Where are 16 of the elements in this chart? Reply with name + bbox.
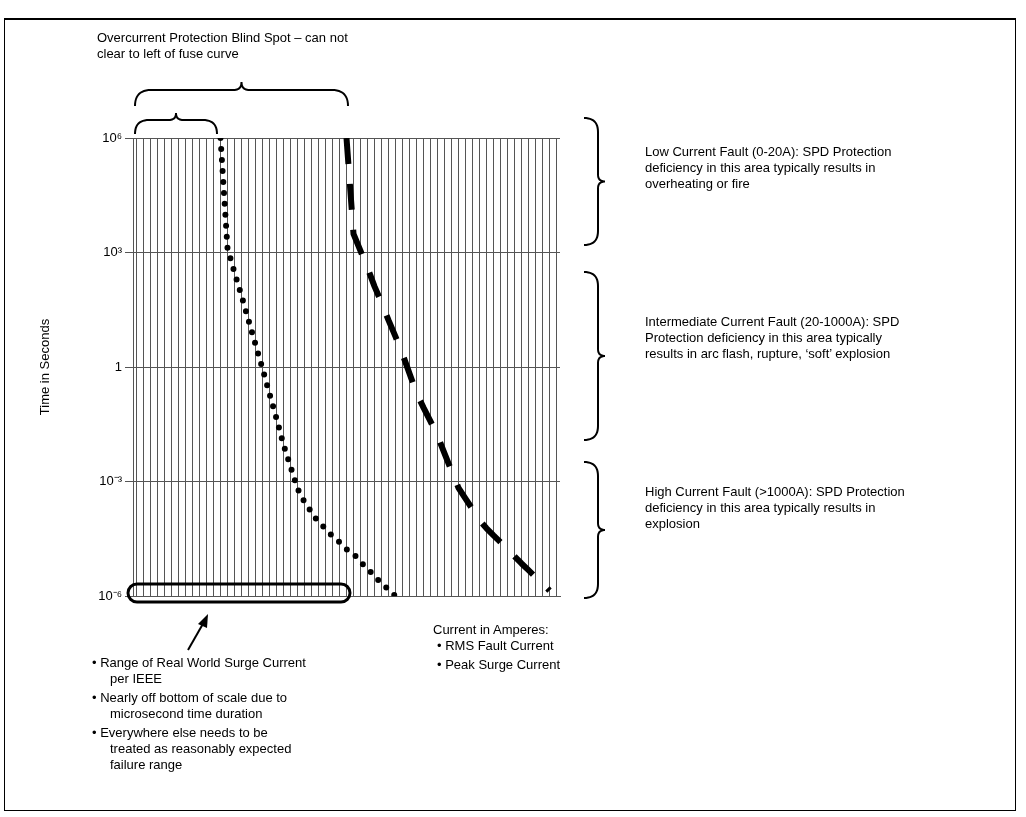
text: • Range of Real World Surge Current per IEEE	[92, 655, 307, 687]
y-tick-label: 10⁻³	[99, 473, 123, 489]
y-tick-label: 10⁻⁶	[98, 587, 122, 603]
x-axis-title: Current in Amperes:	[433, 622, 549, 637]
text: • Nearly off bottom of scale due to microsecond time duration	[92, 690, 289, 722]
y-tick-label: 1	[114, 358, 122, 374]
y-tick-label: 10⁶	[102, 129, 122, 145]
text: • Everywhere else needs to be treated as reasonably expected failure range	[92, 725, 293, 773]
text: High Current Fault (>1000A): SPD Protection deficiency in this area typically results in explosion	[645, 484, 906, 532]
text: • Peak Surge Current	[437, 657, 562, 673]
text: • RMS Fault Current	[437, 638, 555, 654]
y-axis-title: Time in Seconds	[37, 318, 53, 416]
text: Low Current Fault (0-20A): SPD Protection deficiency in this area typically results in overheating or fire	[645, 144, 893, 192]
y-tick-label: 10³	[103, 244, 123, 260]
text: Overcurrent Protection Blind Spot – can not clear to left of fuse curve	[97, 30, 349, 62]
text: Intermediate Current Fault (20-1000A): SPD Protection deficiency in this area typically results in arc flash, rupture, ‘soft’ explosion	[645, 314, 901, 362]
